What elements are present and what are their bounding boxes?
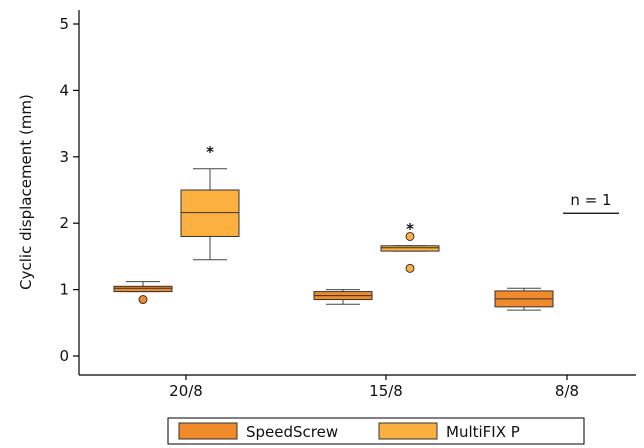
legend: SpeedScrew MultiFIX P [167, 417, 585, 445]
y-tick-label: 0 [59, 347, 69, 365]
x-tick-label: 15/8 [369, 382, 403, 400]
y-axis-title: Cyclic displacement (mm) [17, 94, 35, 290]
y-tick-label: 1 [59, 281, 69, 299]
y-tick-label: 5 [59, 15, 69, 33]
outlier-point [405, 231, 415, 241]
n-note-text: n = 1 [570, 191, 611, 209]
box-iqr [180, 189, 240, 237]
box-speedscrew-20-8 [113, 281, 173, 305]
y-tick-label: 3 [59, 148, 69, 166]
y-tick-label: 2 [59, 214, 69, 232]
significance-marker: * [206, 143, 214, 161]
x-tick-label: 20/8 [169, 382, 203, 400]
legend-item: SpeedScrew [178, 422, 338, 441]
axes: 0 1 2 3 4 5 20/8 15/8 8/8 [59, 10, 636, 400]
box-multifix-p-20-8 [180, 168, 240, 261]
box-iqr [113, 285, 173, 293]
outlier-point [405, 263, 415, 273]
outlier-point [138, 295, 148, 305]
box-speedscrew-15-8 [313, 289, 373, 305]
boxes [113, 168, 554, 311]
x-tick-label: 8/8 [555, 382, 579, 400]
legend-swatch [178, 422, 238, 440]
legend-label: SpeedScrew [246, 423, 338, 441]
y-tick-label: 4 [59, 81, 69, 99]
annotations: * * n = 1 [206, 143, 619, 238]
significance-marker: * [406, 220, 414, 238]
box-iqr [380, 245, 440, 252]
box-speedscrew-8-8 [494, 287, 554, 311]
box-multifix-p-15-8 [380, 231, 440, 273]
legend-item: MultiFIX P [378, 422, 520, 441]
legend-label: MultiFIX P [446, 423, 520, 441]
legend-swatch [378, 422, 438, 440]
